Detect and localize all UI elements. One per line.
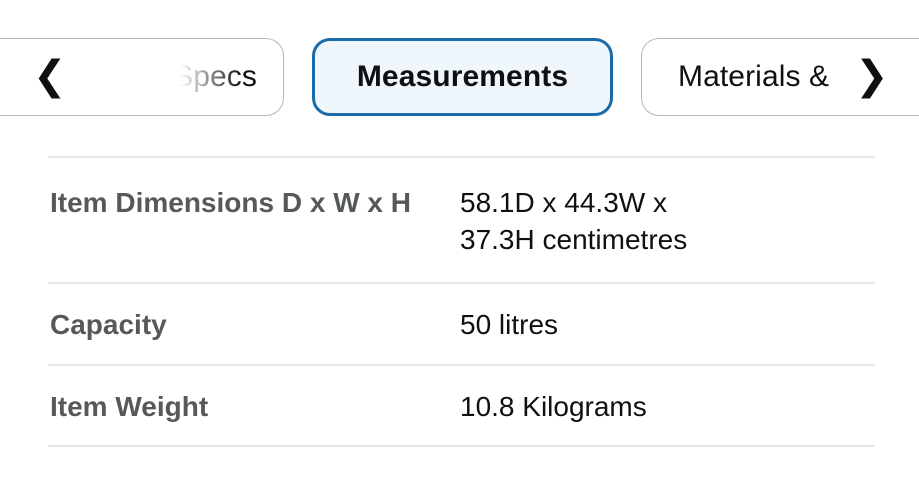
tab-materials-and-care-label: Materials & [678,60,830,93]
table-row: Item Dimensions D x W x H 58.1D x 44.3W … [48,158,875,282]
chevron-right-icon[interactable]: ❯ [855,53,889,99]
tab-features-and-specs-label: res & Specs [94,60,257,93]
spec-label-line-1: Item Dimensions [50,187,275,218]
tab-measurements-label: Measurements [356,60,569,93]
spec-value-item-weight: 10.8 Kilograms [460,390,647,422]
spec-label-capacity: Capacity [50,309,167,341]
spec-label-item-weight: Item Weight [50,390,209,422]
table-divider-1 [48,282,875,285]
measurements-spec-table: Item Dimensions D x W x H 58.1D x 44.3W … [48,156,875,447]
tab-materials-and-care[interactable]: Materials & [641,38,919,116]
spec-label-item-dimensions: Item Dimensions D x W x H [48,184,460,221]
tab-measurements[interactable]: Measurements [312,38,613,116]
table-divider-2 [48,363,875,366]
table-row: Capacity 50 litres [48,284,875,363]
spec-value-line-1: 58.1D x 44.3W x [460,187,667,218]
table-row: Item Weight 10.8 Kilograms [48,366,875,445]
tab-features-and-specs[interactable]: res & Specs [0,38,284,116]
table-divider-top [48,156,875,158]
spec-label-line-2: D x W x H [281,187,411,218]
spec-value-item-dimensions: 58.1D x 44.3W x 37.3H centimetres [460,184,875,258]
table-divider-3 [48,444,875,447]
spec-value-capacity: 50 litres [460,309,559,341]
chevron-left-icon[interactable]: ❮ [33,53,67,99]
product-detail-tab-strip: res & Specs Measurements Materials & ❮ ❯ [0,0,919,140]
spec-value-line-2: 37.3H centimetres [460,224,688,256]
